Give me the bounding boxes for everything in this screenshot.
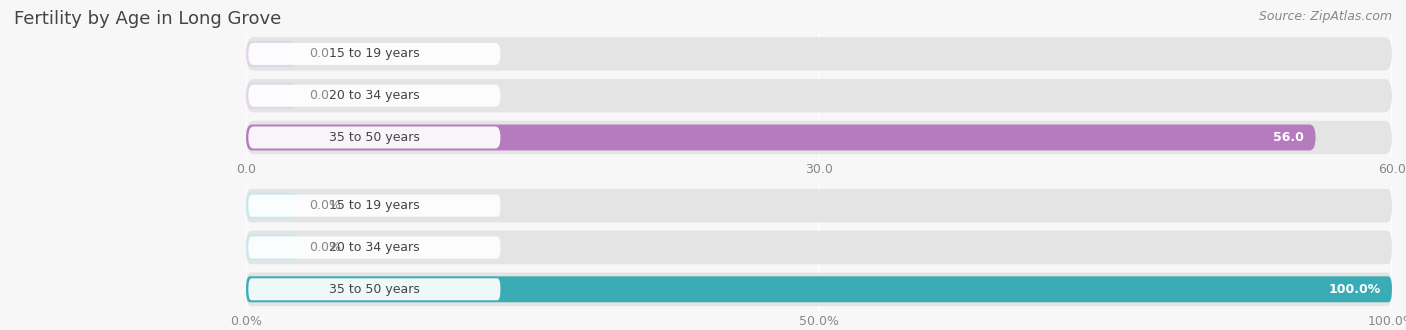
FancyBboxPatch shape (246, 231, 1392, 264)
FancyBboxPatch shape (249, 278, 501, 300)
Text: 35 to 50 years: 35 to 50 years (329, 131, 420, 144)
FancyBboxPatch shape (249, 237, 501, 258)
Text: Fertility by Age in Long Grove: Fertility by Age in Long Grove (14, 10, 281, 28)
Text: 56.0: 56.0 (1274, 131, 1305, 144)
Text: 0.0: 0.0 (309, 89, 329, 102)
Text: 100.0%: 100.0% (1329, 283, 1381, 296)
Text: 15 to 19 years: 15 to 19 years (329, 48, 420, 60)
FancyBboxPatch shape (246, 189, 1392, 222)
FancyBboxPatch shape (246, 79, 1392, 113)
FancyBboxPatch shape (249, 43, 501, 65)
Text: 20 to 34 years: 20 to 34 years (329, 241, 420, 254)
Text: 20 to 34 years: 20 to 34 years (329, 89, 420, 102)
Text: 15 to 19 years: 15 to 19 years (329, 199, 420, 212)
FancyBboxPatch shape (246, 273, 1392, 306)
FancyBboxPatch shape (246, 121, 1392, 154)
FancyBboxPatch shape (249, 195, 501, 217)
Text: 0.0: 0.0 (309, 48, 329, 60)
FancyBboxPatch shape (246, 124, 1316, 150)
Text: 0.0%: 0.0% (309, 199, 342, 212)
Text: 0.0%: 0.0% (309, 241, 342, 254)
Text: 35 to 50 years: 35 to 50 years (329, 283, 420, 296)
FancyBboxPatch shape (246, 235, 298, 260)
FancyBboxPatch shape (246, 276, 1392, 302)
Text: Source: ZipAtlas.com: Source: ZipAtlas.com (1258, 10, 1392, 23)
FancyBboxPatch shape (246, 83, 298, 109)
FancyBboxPatch shape (249, 126, 501, 148)
FancyBboxPatch shape (249, 85, 501, 107)
FancyBboxPatch shape (246, 41, 298, 67)
FancyBboxPatch shape (246, 193, 298, 219)
FancyBboxPatch shape (246, 37, 1392, 71)
